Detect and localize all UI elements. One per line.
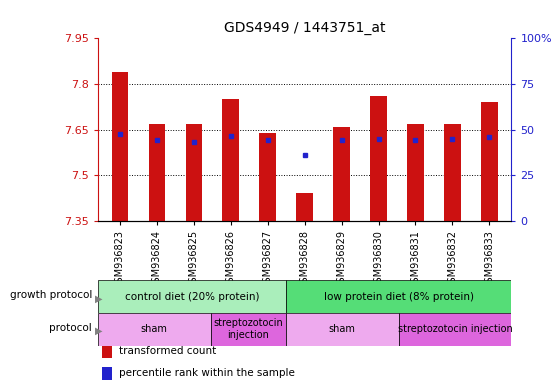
Title: GDS4949 / 1443751_at: GDS4949 / 1443751_at <box>224 21 385 35</box>
Bar <box>149 124 165 221</box>
Bar <box>211 313 286 346</box>
Text: growth protocol: growth protocol <box>10 290 92 300</box>
Text: streptozotocin
injection: streptozotocin injection <box>214 318 283 340</box>
Text: protocol: protocol <box>50 323 92 333</box>
Bar <box>286 313 399 346</box>
Bar <box>186 124 202 221</box>
Bar <box>259 132 276 221</box>
Bar <box>407 124 424 221</box>
Text: streptozotocin injection: streptozotocin injection <box>397 324 513 334</box>
Bar <box>296 194 313 221</box>
Bar <box>98 313 211 346</box>
Bar <box>444 124 461 221</box>
Bar <box>222 99 239 221</box>
Text: ▶: ▶ <box>95 326 102 336</box>
Bar <box>102 367 112 380</box>
Text: ▶: ▶ <box>95 293 102 303</box>
Bar <box>102 345 112 358</box>
Bar <box>98 280 286 313</box>
Bar <box>399 313 511 346</box>
Text: sham: sham <box>141 324 168 334</box>
Bar <box>286 280 511 313</box>
Text: low protein diet (8% protein): low protein diet (8% protein) <box>324 291 473 302</box>
Bar <box>481 102 498 221</box>
Bar <box>112 72 129 221</box>
Bar <box>333 127 350 221</box>
Text: sham: sham <box>329 324 356 334</box>
Bar <box>370 96 387 221</box>
Text: transformed count: transformed count <box>119 346 216 356</box>
Text: percentile rank within the sample: percentile rank within the sample <box>119 368 295 378</box>
Text: control diet (20% protein): control diet (20% protein) <box>125 291 259 302</box>
